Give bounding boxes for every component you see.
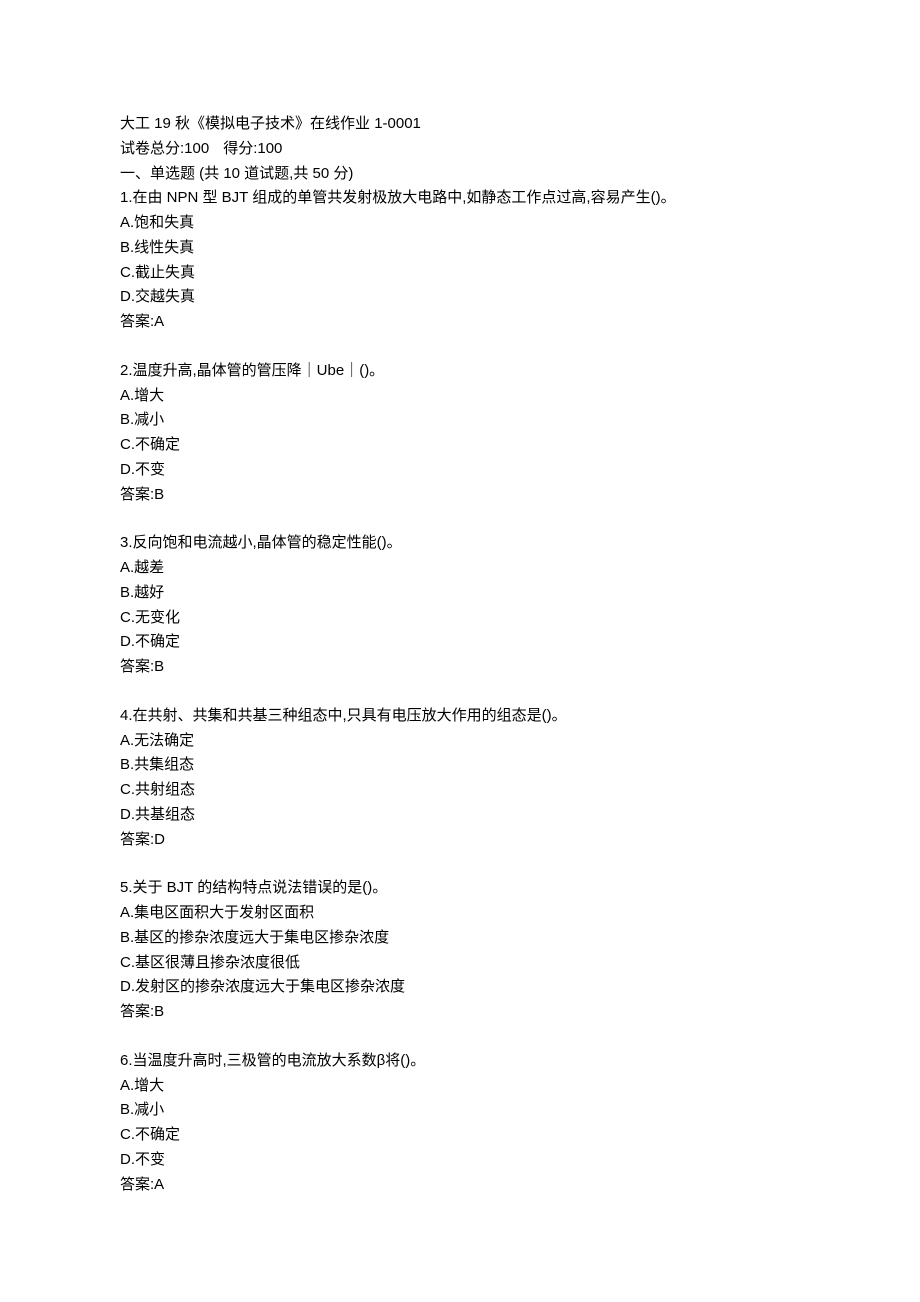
answer-label: 答案:	[120, 831, 154, 848]
question-option: C.不确定	[120, 433, 800, 458]
questions-container: 1.在由 NPN 型 BJT 组成的单管共发射极放大电路中,如静态工作点过高,容…	[120, 186, 800, 1221]
question-block: 3.反向饱和电流越小,晶体管的稳定性能()。A.越差B.越好C.无变化D.不确定…	[120, 531, 800, 680]
question-option: A.饱和失真	[120, 211, 800, 236]
block-spacer	[120, 1025, 800, 1049]
total-score-label: 试卷总分:	[120, 140, 184, 157]
question-option: A.增大	[120, 384, 800, 409]
question-stem: 3.反向饱和电流越小,晶体管的稳定性能()。	[120, 531, 800, 556]
question-answer: 答案:B	[120, 1000, 800, 1025]
answer-value: A	[154, 313, 164, 330]
question-option: D.不变	[120, 458, 800, 483]
question-answer: 答案:A	[120, 310, 800, 335]
question-answer: 答案:A	[120, 1173, 800, 1198]
answer-label: 答案:	[120, 486, 154, 503]
answer-value: B	[154, 486, 164, 503]
got-score-value: 100	[257, 140, 282, 157]
answer-value: B	[154, 658, 164, 675]
section-heading: 一、单选题 (共 10 道试题,共 50 分)	[120, 162, 800, 187]
block-spacer	[120, 852, 800, 876]
question-option: B.减小	[120, 408, 800, 433]
question-option: B.基区的掺杂浓度远大于集电区掺杂浓度	[120, 926, 800, 951]
total-score-value: 100	[184, 140, 209, 157]
block-spacer	[120, 1197, 800, 1221]
question-option: C.共射组态	[120, 778, 800, 803]
question-answer: 答案:B	[120, 655, 800, 680]
question-option: D.交越失真	[120, 285, 800, 310]
question-option: C.截止失真	[120, 261, 800, 286]
question-stem: 2.温度升高,晶体管的管压降｜Ube｜()。	[120, 359, 800, 384]
question-option: C.基区很薄且掺杂浓度很低	[120, 951, 800, 976]
answer-value: A	[154, 1176, 164, 1193]
exam-title: 大工 19 秋《模拟电子技术》在线作业 1-0001	[120, 112, 800, 137]
question-block: 2.温度升高,晶体管的管压降｜Ube｜()。A.增大B.减小C.不确定D.不变答…	[120, 359, 800, 508]
answer-label: 答案:	[120, 313, 154, 330]
answer-value: B	[154, 1003, 164, 1020]
score-line: 试卷总分:100得分:100	[120, 137, 800, 162]
question-option: D.共基组态	[120, 803, 800, 828]
question-option: B.减小	[120, 1098, 800, 1123]
question-option: A.越差	[120, 556, 800, 581]
answer-label: 答案:	[120, 658, 154, 675]
question-block: 4.在共射、共集和共基三种组态中,只具有电压放大作用的组态是()。A.无法确定B…	[120, 704, 800, 853]
question-option: C.不确定	[120, 1123, 800, 1148]
question-option: A.集电区面积大于发射区面积	[120, 901, 800, 926]
question-block: 6.当温度升高时,三极管的电流放大系数β将()。A.增大B.减小C.不确定D.不…	[120, 1049, 800, 1198]
question-option: B.越好	[120, 581, 800, 606]
question-stem: 4.在共射、共集和共基三种组态中,只具有电压放大作用的组态是()。	[120, 704, 800, 729]
question-option: D.不确定	[120, 630, 800, 655]
answer-value: D	[154, 831, 165, 848]
answer-label: 答案:	[120, 1003, 154, 1020]
block-spacer	[120, 680, 800, 704]
question-answer: 答案:D	[120, 828, 800, 853]
question-option: A.无法确定	[120, 729, 800, 754]
question-answer: 答案:B	[120, 483, 800, 508]
question-stem: 1.在由 NPN 型 BJT 组成的单管共发射极放大电路中,如静态工作点过高,容…	[120, 186, 800, 211]
question-option: B.共集组态	[120, 753, 800, 778]
question-option: B.线性失真	[120, 236, 800, 261]
answer-label: 答案:	[120, 1176, 154, 1193]
question-block: 5.关于 BJT 的结构特点说法错误的是()。A.集电区面积大于发射区面积B.基…	[120, 876, 800, 1025]
got-score-label: 得分:	[223, 140, 257, 157]
question-option: D.发射区的掺杂浓度远大于集电区掺杂浓度	[120, 975, 800, 1000]
question-stem: 6.当温度升高时,三极管的电流放大系数β将()。	[120, 1049, 800, 1074]
question-block: 1.在由 NPN 型 BJT 组成的单管共发射极放大电路中,如静态工作点过高,容…	[120, 186, 800, 335]
question-option: A.增大	[120, 1074, 800, 1099]
block-spacer	[120, 507, 800, 531]
question-option: D.不变	[120, 1148, 800, 1173]
question-option: C.无变化	[120, 606, 800, 631]
block-spacer	[120, 335, 800, 359]
question-stem: 5.关于 BJT 的结构特点说法错误的是()。	[120, 876, 800, 901]
